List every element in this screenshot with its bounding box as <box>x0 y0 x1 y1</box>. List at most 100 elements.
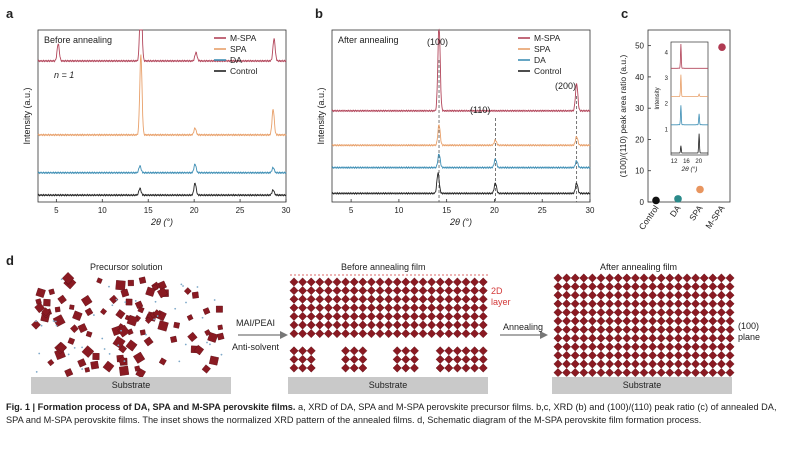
after-film-octahedron <box>639 342 649 352</box>
x-tick-label: 25 <box>538 206 547 215</box>
inset-x-label: 2θ (°) <box>681 165 698 173</box>
before-film-octahedron <box>332 277 342 287</box>
before-film-octahedron <box>478 329 488 339</box>
after-film-octahedron <box>656 325 666 335</box>
precursor-octahedron <box>157 287 168 299</box>
precursor-molecule <box>124 301 127 304</box>
before-film-octahedron <box>418 311 428 321</box>
after-film-octahedron <box>665 282 675 292</box>
precursor-octahedron <box>100 308 108 316</box>
after-film-octahedron <box>673 325 683 335</box>
precursor-octahedron <box>41 307 51 317</box>
precursor-octahedron <box>134 365 141 372</box>
before-film-octahedron <box>315 320 325 330</box>
legend-label-spa: SPA <box>534 44 551 54</box>
after-film-octahedron <box>699 273 709 283</box>
after-film-octahedron <box>596 342 606 352</box>
x-tick-label: 20 <box>190 206 199 215</box>
before-film-octahedron <box>392 320 402 330</box>
legend-label-control: Control <box>230 66 258 76</box>
precursor-octahedron <box>84 307 94 317</box>
panel-d-letter: d <box>6 253 14 268</box>
precursor-octahedron <box>202 307 211 315</box>
before-film-octahedron <box>435 329 445 339</box>
after-film-octahedron <box>570 368 580 378</box>
before-film-octahedron <box>298 294 308 304</box>
before-film-octahedron <box>332 320 342 330</box>
after-film-octahedron <box>596 290 606 300</box>
xrd-series-spa <box>37 54 287 137</box>
precursor-octahedron <box>64 368 74 378</box>
after-film-octahedron <box>562 368 572 378</box>
after-film-octahedron <box>570 282 580 292</box>
before-film-octahedron <box>452 294 462 304</box>
precursor-octahedron <box>118 365 130 376</box>
after-film-octahedron <box>613 368 623 378</box>
precursor-octahedron <box>117 324 130 338</box>
precursor-molecule <box>101 337 104 340</box>
after-film-octahedron <box>699 316 709 326</box>
precursor-octahedron <box>77 323 88 334</box>
before-film-octahedron <box>341 354 351 364</box>
before-film-octahedron <box>392 363 402 373</box>
after-film-octahedron <box>691 350 701 360</box>
before-film-octahedron <box>427 294 437 304</box>
before-film-octahedron <box>444 286 454 296</box>
before-film-octahedron <box>306 294 316 304</box>
before-film-octahedron <box>289 363 299 373</box>
after-film-octahedron <box>699 359 709 369</box>
precursor-molecule <box>92 314 95 316</box>
after-film-octahedron <box>699 299 709 309</box>
precursor-octahedron <box>183 287 192 295</box>
inset-frame <box>670 41 709 156</box>
after-film-octahedron <box>579 290 589 300</box>
before-film-octahedron <box>409 294 419 304</box>
peak-label-110: (110) <box>470 105 491 115</box>
after-film-octahedron <box>587 290 597 300</box>
before-film-octahedron <box>384 294 394 304</box>
before-film-octahedron <box>392 294 402 304</box>
before-film-octahedron <box>298 329 308 339</box>
after-film-octahedron <box>553 307 563 317</box>
after-film-octahedron <box>630 290 640 300</box>
precursor-molecule <box>117 344 120 347</box>
after-film-octahedron <box>613 307 623 317</box>
precursor-molecule <box>156 315 159 317</box>
after-film-octahedron <box>648 325 658 335</box>
precursor-octahedron <box>35 287 46 298</box>
after-film-octahedron <box>570 350 580 360</box>
before-film-octahedron <box>306 311 316 321</box>
after-film-octahedron <box>553 290 563 300</box>
precursor-octahedron <box>31 319 41 330</box>
before-film-octahedron <box>341 294 351 304</box>
after-film-octahedron <box>605 359 615 369</box>
after-film-octahedron <box>630 299 640 309</box>
substrate-after-annealing: Substrate <box>552 377 732 394</box>
after-film-octahedron <box>553 282 563 292</box>
precursor-molecule <box>209 343 211 346</box>
after-film-octahedron <box>587 316 597 326</box>
after-film-octahedron <box>716 325 726 335</box>
before-film-octahedron <box>409 320 419 330</box>
before-film-octahedron <box>470 354 480 364</box>
100-plane-label: (100) plane <box>738 321 761 342</box>
before-film-octahedron <box>470 320 480 330</box>
before-film-octahedron <box>358 320 368 330</box>
before-film-octahedron <box>306 320 316 330</box>
after-film-octahedron <box>622 368 632 378</box>
xrd-series-da <box>37 163 287 175</box>
before-film-octahedron <box>375 320 385 330</box>
precursor-octahedron <box>186 314 194 321</box>
after-film-octahedron <box>665 290 675 300</box>
before-film-octahedron <box>298 346 308 356</box>
after-film-octahedron <box>622 359 632 369</box>
before-film-octahedron <box>349 320 359 330</box>
before-film-octahedron <box>461 286 471 296</box>
y-tick-label: 20 <box>635 135 644 144</box>
peak-label-200: (200) <box>555 81 577 91</box>
before-film-octahedron <box>323 311 333 321</box>
after-film-octahedron <box>570 299 580 309</box>
before-film-octahedron <box>366 329 376 339</box>
after-film-octahedron <box>639 359 649 369</box>
x-tick-label: 20 <box>490 206 499 215</box>
